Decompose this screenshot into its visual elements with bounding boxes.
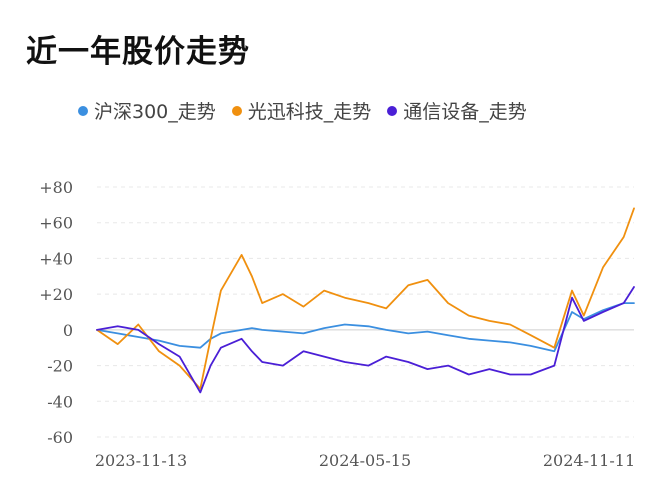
legend-item-gxkj[interactable]: 光迅科技_走势 [231, 97, 372, 124]
legend-item-hs300[interactable]: 沪深300_走势 [78, 97, 216, 124]
series-lines [96, 207, 635, 394]
x-tick-label: 2023-11-13 [95, 451, 187, 470]
y-tick-label: +20 [39, 285, 73, 304]
chart-legend: 沪深300_走势 光迅科技_走势 通信设备_走势 [78, 97, 543, 124]
legend-label-txsb: 通信设备_走势 [403, 101, 527, 123]
legend-dot-gxkj-icon [231, 105, 242, 116]
y-axis-ticks: +80 +60 +40 +20 0 -20 -40 -60 [39, 178, 73, 447]
legend-dot-hs300-icon [78, 105, 88, 116]
legend-label-gxkj: 光迅科技_走势 [247, 101, 372, 123]
y-tick-label: -60 [47, 428, 73, 447]
x-tick-label: 2024-05-15 [319, 451, 411, 470]
y-tick-label: 0 [63, 321, 73, 340]
legend-label-hs300: 沪深300_走势 [94, 101, 216, 123]
y-tick-label: -40 [47, 392, 73, 411]
y-tick-label: +40 [39, 249, 73, 268]
y-tick-label: +80 [39, 178, 73, 197]
series-line-txsb [96, 286, 635, 394]
chart-title: 近一年股价走势 [26, 34, 250, 70]
x-axis-ticks: 2023-11-13 2024-05-15 2024-11-11 [95, 451, 635, 470]
legend-item-txsb[interactable]: 通信设备_走势 [387, 97, 527, 124]
y-tick-label: -20 [47, 357, 73, 376]
y-tick-label: +60 [39, 214, 73, 233]
grid-lines [97, 186, 634, 438]
series-line-gxkj [96, 207, 635, 390]
series-line-hs300 [96, 302, 635, 353]
legend-dot-txsb-icon [387, 105, 398, 116]
x-tick-label: 2024-11-11 [543, 451, 635, 470]
